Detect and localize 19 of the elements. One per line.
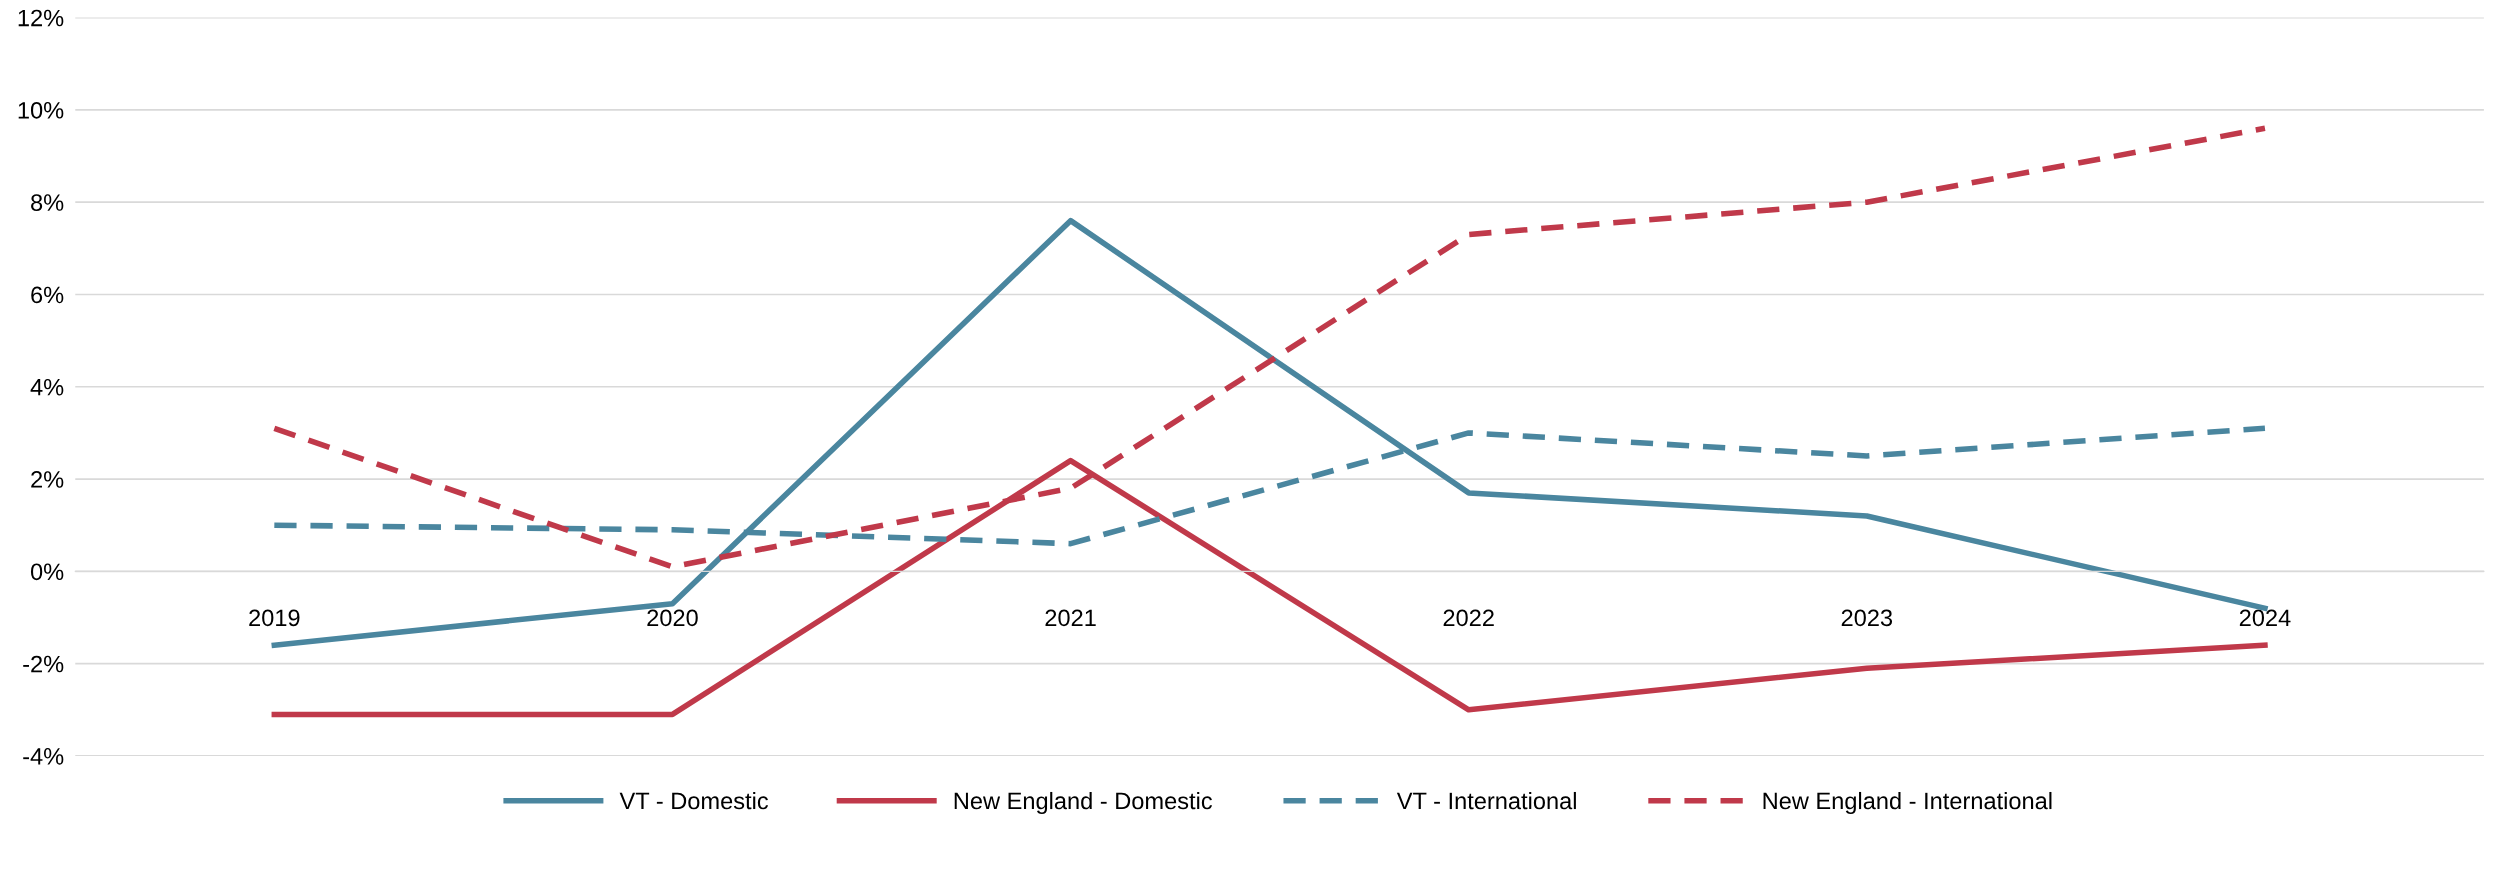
y-tick-label: 12% — [18, 9, 64, 27]
y-tick-label: 0% — [30, 563, 64, 581]
x-tick-label: 2022 — [1443, 609, 1494, 627]
x-tick-label: 2024 — [2239, 609, 2291, 627]
legend-label: New England - International — [1763, 791, 2052, 814]
y-tick-label: 2% — [31, 471, 64, 488]
y-tick-label: -4% — [23, 748, 64, 765]
y-tick-label: 6% — [31, 286, 64, 304]
x-tick-label: 2019 — [249, 609, 300, 627]
y-tick-label: 4% — [30, 378, 64, 396]
x-tick-label: 2021 — [1045, 609, 1096, 627]
x-tick-label: 2020 — [647, 609, 698, 627]
legend-label: VT - International — [1396, 791, 1576, 810]
legend-label: VT - Domestic — [619, 791, 769, 810]
y-tick-label: 10% — [18, 101, 64, 119]
legend-label: New England - Domestic — [954, 791, 1213, 814]
y-tick-label: -2% — [23, 655, 64, 673]
x-tick-label: 2023 — [1841, 609, 1893, 627]
y-tick-label: 8% — [31, 194, 64, 211]
